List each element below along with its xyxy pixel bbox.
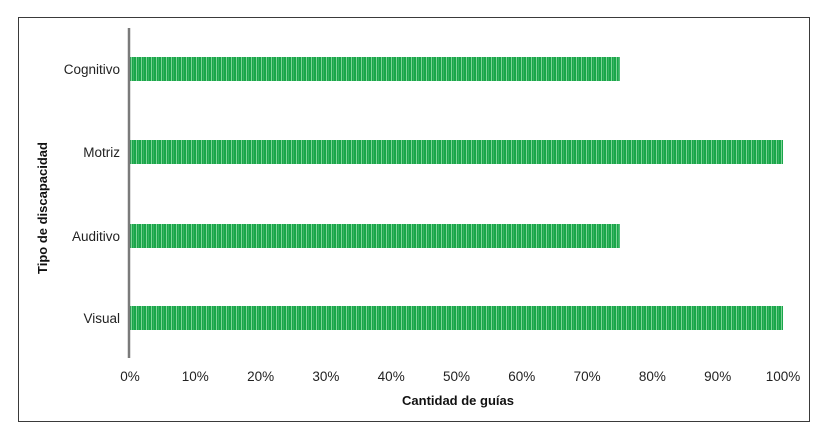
x-tick-label: 60% [508,369,535,384]
x-tick-label: 0% [120,369,140,384]
y-tick-label: Visual [83,311,120,326]
y-axis-title: Tipo de discapacidad [35,142,50,274]
y-tick-label: Cognitivo [64,62,120,77]
bar-motriz [130,140,783,164]
y-tick-label: Motriz [83,145,120,160]
x-tick-label: 50% [443,369,470,384]
y-tick-labels: Cognitivo Motriz Auditivo Visual [64,62,121,326]
x-tick-label: 10% [182,369,209,384]
bar-auditivo [130,224,620,248]
x-tick-label: 80% [639,369,666,384]
x-tick-label: 20% [247,369,274,384]
y-tick-label: Auditivo [72,229,120,244]
x-tick-label: 30% [312,369,339,384]
bars-group [130,57,783,330]
x-axis-title: Cantidad de guías [402,393,514,408]
chart-frame [18,17,810,422]
x-tick-label: 70% [574,369,601,384]
x-tick-labels: 0% 10% 20% 30% 40% 50% 60% 70% 80% 90% 100% [120,369,800,384]
x-tick-label: 100% [766,369,801,384]
x-tick-label: 40% [378,369,405,384]
bar-cognitivo [130,57,620,81]
bar-visual [130,306,783,330]
x-tick-label: 90% [704,369,731,384]
